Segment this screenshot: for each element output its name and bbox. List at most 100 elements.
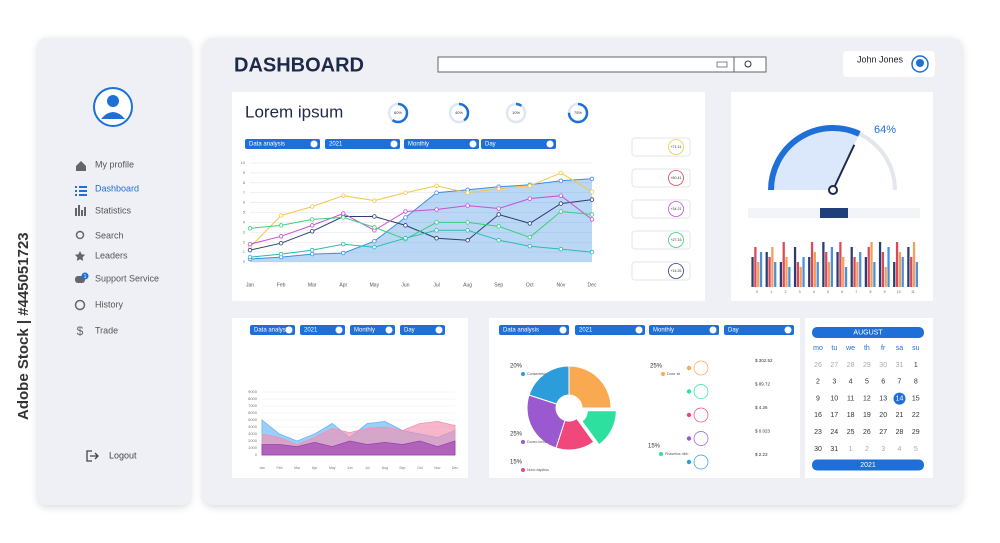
day[interactable]: 27 — [879, 429, 887, 436]
filter-dropdown[interactable] — [575, 325, 645, 335]
menu-item[interactable]: Leaders — [95, 250, 128, 260]
menu-item[interactable]: Trade — [95, 325, 118, 335]
day[interactable]: 12 — [863, 395, 871, 402]
day[interactable]: 1 — [849, 446, 853, 453]
menu-item[interactable]: Search — [95, 230, 124, 240]
bar — [796, 262, 800, 287]
filter-dropdown[interactable] — [649, 325, 719, 335]
menu-item[interactable]: My profile — [95, 159, 134, 169]
filter-dropdown[interactable] — [300, 325, 345, 335]
icon-search — [75, 230, 85, 240]
legend-dot — [659, 452, 663, 456]
day[interactable]: 15 — [912, 395, 920, 402]
day[interactable]: 28 — [847, 362, 855, 369]
icon-search — [744, 60, 752, 68]
point — [434, 228, 439, 233]
day[interactable]: 4 — [898, 446, 902, 453]
day[interactable]: 25 — [847, 429, 855, 436]
day[interactable]: 23 — [814, 429, 822, 436]
day[interactable]: 27 — [830, 362, 838, 369]
day[interactable]: 7 — [898, 379, 902, 386]
point — [434, 236, 439, 241]
day[interactable]: 31 — [896, 362, 904, 369]
day[interactable]: 19 — [863, 412, 871, 419]
day[interactable]: 1 — [914, 362, 918, 369]
point — [558, 193, 564, 198]
day[interactable]: 6 — [881, 379, 885, 386]
point — [372, 214, 377, 219]
day[interactable]: 11 — [847, 395, 854, 402]
user-card[interactable] — [843, 51, 935, 77]
filter-dropdown[interactable] — [350, 325, 395, 335]
day[interactable]: 29 — [863, 362, 871, 369]
filter-dropdown[interactable] — [724, 325, 794, 335]
bar — [771, 247, 774, 287]
filter-dropdown[interactable] — [481, 139, 556, 149]
point — [341, 250, 346, 256]
y-tick-label: 6 — [243, 200, 246, 205]
row-badge — [693, 360, 709, 376]
day[interactable]: 2 — [816, 379, 820, 386]
filter-dropdown[interactable] — [250, 325, 295, 335]
day[interactable]: 22 — [912, 412, 920, 419]
menu-item[interactable]: Statistics — [95, 205, 132, 215]
day[interactable]: 26 — [863, 429, 871, 436]
dropdown-arrow — [335, 326, 343, 334]
menu-item[interactable]: Support Service — [95, 273, 159, 283]
y-tick-label: 2000 — [248, 438, 258, 443]
search-box[interactable] — [437, 56, 767, 73]
day[interactable]: 17 — [830, 412, 838, 419]
day[interactable]: 26 — [814, 362, 822, 369]
point — [527, 243, 533, 249]
filter-dropdown[interactable] — [404, 139, 479, 149]
day[interactable]: 24 — [830, 429, 838, 436]
day[interactable]: 10 — [830, 395, 838, 402]
day[interactable]: 30 — [814, 446, 822, 453]
x-tick-label: Jun — [347, 466, 353, 470]
gauge-needle — [832, 144, 856, 191]
filter-dropdown[interactable] — [245, 139, 320, 149]
day[interactable]: 4 — [849, 379, 853, 386]
legend-dot — [521, 440, 525, 444]
day[interactable]: 3 — [881, 446, 885, 453]
card-title: Lorem ipsum — [245, 102, 343, 121]
day[interactable]: 5 — [914, 446, 918, 453]
change-value: +27.15 — [670, 238, 681, 242]
day[interactable]: 31 — [830, 446, 838, 453]
day[interactable]: 13 — [879, 395, 887, 402]
day[interactable]: 18 — [847, 412, 855, 419]
day[interactable]: 16 — [814, 412, 822, 419]
x-tick-label: Apr — [339, 282, 347, 288]
day[interactable]: 20 — [879, 412, 887, 419]
day[interactable]: 8 — [914, 379, 918, 386]
slice-name: Donec tortor — [527, 440, 548, 444]
icon-list — [75, 186, 87, 196]
point — [403, 190, 408, 195]
menu-item[interactable]: History — [95, 299, 124, 309]
day[interactable]: 3 — [832, 379, 836, 386]
day[interactable]: 21 — [896, 412, 904, 419]
filter-dropdown[interactable] — [499, 325, 569, 335]
weekday: su — [912, 345, 920, 352]
day[interactable]: 5 — [865, 379, 869, 386]
logout[interactable]: Logout — [109, 450, 137, 460]
day[interactable]: 29 — [912, 429, 920, 436]
selected-day — [893, 392, 906, 405]
bar — [907, 247, 910, 287]
filter-dropdown[interactable] — [400, 325, 445, 335]
gauge-tab-active[interactable] — [820, 208, 848, 218]
filter-dropdown[interactable] — [325, 139, 400, 149]
point — [278, 223, 284, 228]
change-badge — [668, 232, 684, 248]
row-badge — [693, 454, 709, 470]
day[interactable]: 9 — [816, 395, 820, 402]
point — [309, 229, 315, 234]
x-tick-label: May — [329, 466, 336, 470]
day[interactable]: 14 — [896, 395, 904, 402]
day[interactable]: 30 — [879, 362, 887, 369]
menu-item[interactable]: Dashboard — [95, 183, 139, 193]
day[interactable]: 28 — [896, 429, 904, 436]
day[interactable]: 2 — [865, 446, 869, 453]
bar — [844, 267, 848, 287]
progress-ring — [387, 102, 409, 124]
